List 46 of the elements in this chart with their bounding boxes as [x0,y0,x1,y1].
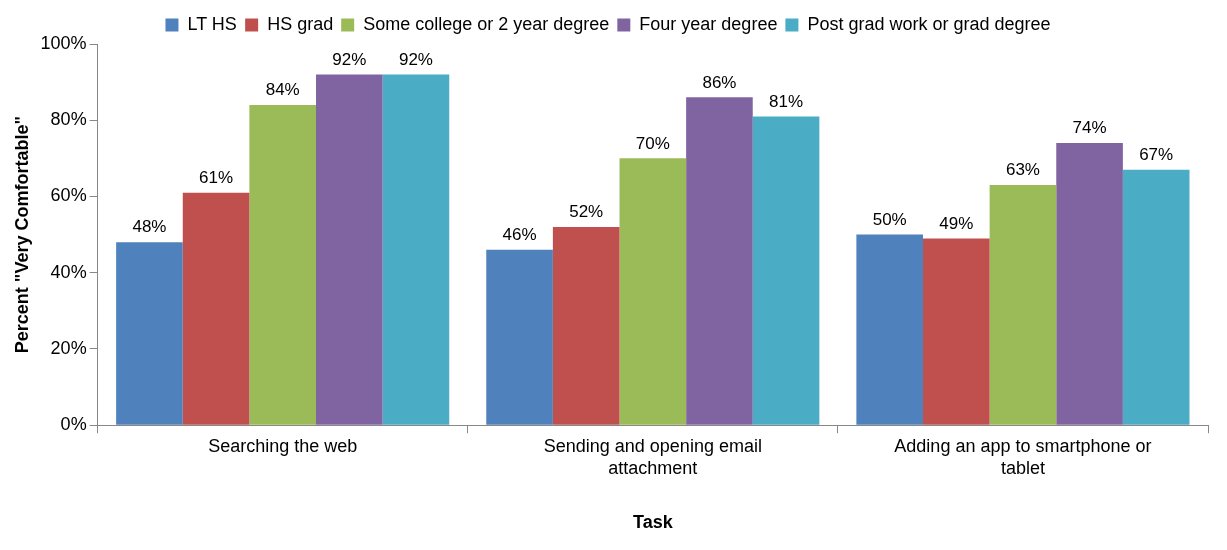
data-label: 86% [702,72,737,92]
bar [989,185,1057,425]
y-tick-label: 0% [60,414,87,435]
y-tick-label: 20% [50,337,87,358]
data-label: 67% [1139,144,1174,164]
legend-label: LT HS [187,13,237,34]
data-label: 61% [199,167,234,187]
bar [686,97,753,425]
legend-label: HS grad [267,13,334,34]
bar [116,242,183,425]
data-label: 50% [872,209,907,229]
bar [1056,143,1123,425]
y-axis-title: Percent "Very Comfortable" [11,116,32,354]
data-label: 63% [1005,160,1040,180]
bar [619,158,687,425]
bar [182,192,250,425]
bar [486,249,553,425]
y-tick-label: 80% [50,109,87,130]
bar [856,234,924,425]
x-tick-label: Sending and opening email attachment [543,435,762,478]
legend-label: Four year degree [639,13,778,34]
bar [1122,169,1190,425]
data-label: 70% [635,133,670,153]
data-label: 74% [1072,118,1107,138]
bar [923,238,990,425]
data-label: 92% [332,49,367,69]
data-label: 49% [939,213,974,233]
data-label: 84% [265,80,300,100]
y-tick-label: 60% [50,185,87,206]
data-label: 46% [502,225,537,245]
bar [316,74,383,425]
bar [552,226,620,425]
bar [382,74,450,425]
data-label: 81% [769,91,804,111]
data-label: 52% [569,202,604,222]
y-tick-label: 100% [40,32,87,53]
bar [249,104,317,425]
bar [752,116,820,425]
legend-label: Some college or 2 year degree [363,13,610,34]
x-axis-title: Task [632,512,674,533]
y-tick-label: 40% [50,261,87,282]
x-tick-label: Adding an app to smartphone or tablet [894,435,1152,478]
data-label: 48% [132,217,167,237]
legend-label: Post grad work or grad degree [807,13,1051,34]
data-label: 92% [398,49,433,69]
x-tick-label: Searching the web [208,435,358,456]
